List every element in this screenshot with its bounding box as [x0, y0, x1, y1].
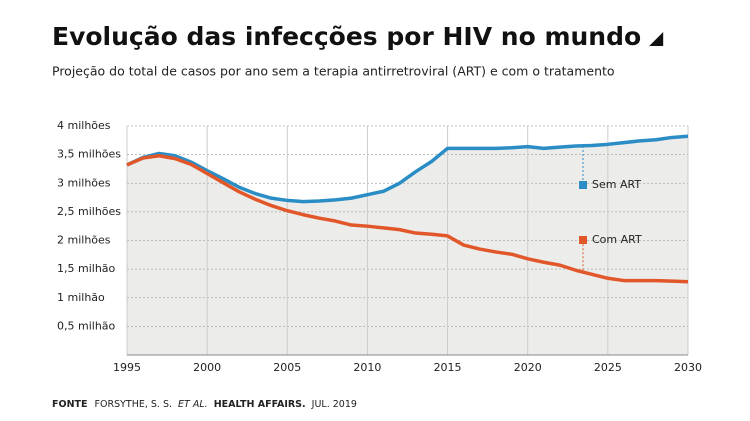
y-tick-label: 4 milhões — [57, 119, 111, 132]
source-etal: ET AL. — [178, 399, 208, 410]
area — [127, 136, 688, 355]
source-author: FORSYTHE, S. S. — [95, 399, 172, 410]
x-tick-label: 2005 — [273, 361, 301, 374]
legend-swatch — [579, 236, 587, 244]
legend-swatch — [579, 181, 587, 189]
x-tick-label: 1995 — [113, 361, 141, 374]
x-tick-label: 2020 — [514, 361, 542, 374]
line — [126, 154, 689, 284]
source-label: FONTE — [52, 399, 88, 410]
x-tick-label: 2030 — [674, 361, 702, 374]
x-tick-label: 2010 — [353, 361, 381, 374]
source-journal: HEALTH AFFAIRS. — [214, 399, 306, 410]
chart-subtitle: Projeção do total de casos por ano sem a… — [52, 64, 615, 79]
line — [126, 134, 689, 204]
source: FONTE FORSYTHE, S. S. ET AL. HEALTH AFFA… — [52, 399, 357, 410]
y-tick-label: 1 milhão — [57, 291, 105, 304]
chart-title: Evolução das infecções por HIV no mundo — [52, 22, 641, 51]
y-tick-label: 2,5 milhões — [57, 205, 121, 218]
x-tick-label: 2025 — [594, 361, 622, 374]
y-tick-label: 2 milhões — [57, 234, 111, 247]
y-tick-label: 0,5 milhão — [57, 319, 116, 332]
legend-label: Com ART — [592, 233, 642, 246]
y-tick-label: 1,5 milhão — [57, 262, 116, 275]
title-icon — [649, 32, 664, 46]
x-tick-label: 2000 — [193, 361, 221, 374]
y-tick-label: 3,5 milhões — [57, 148, 121, 161]
x-tick-label: 2015 — [434, 361, 462, 374]
legend-label: Sem ART — [592, 178, 641, 191]
y-tick-label: 3 milhões — [57, 176, 111, 189]
source-date: JUL. 2019 — [311, 399, 357, 410]
